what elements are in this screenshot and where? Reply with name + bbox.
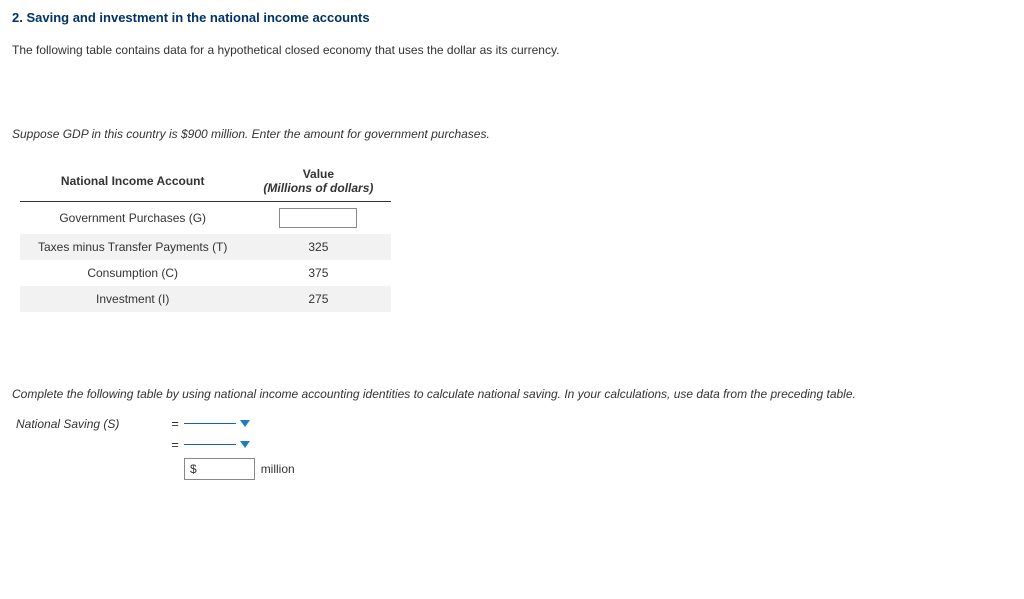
row-value-cell xyxy=(245,202,391,235)
chevron-down-icon xyxy=(240,441,250,448)
value-header-line1: Value xyxy=(263,167,373,181)
dropdown-line xyxy=(184,444,236,445)
national-saving-label: National Saving (S) xyxy=(16,417,166,431)
unit-label: million xyxy=(261,462,295,476)
row-label: Consumption (C) xyxy=(20,260,245,286)
table-row: Taxes minus Transfer Payments (T) 325 xyxy=(20,234,391,260)
currency-symbol: $ xyxy=(185,462,202,476)
income-accounts-table: National Income Account Value (Millions … xyxy=(20,161,391,312)
row-value: 275 xyxy=(245,286,391,312)
national-saving-row-2: = xyxy=(16,437,1012,452)
row-label: Taxes minus Transfer Payments (T) xyxy=(20,234,245,260)
row-label: Investment (I) xyxy=(20,286,245,312)
equals-sign: = xyxy=(166,416,184,431)
instruction-1: Suppose GDP in this country is $900 mill… xyxy=(12,127,1012,141)
table-row: Government Purchases (G) xyxy=(20,202,391,235)
national-saving-row-1: National Saving (S) = xyxy=(16,416,1012,431)
gov-purchases-input[interactable] xyxy=(279,208,357,228)
row-label: Government Purchases (G) xyxy=(20,202,245,235)
question-heading: 2. Saving and investment in the national… xyxy=(12,10,1012,25)
saving-amount-field: $ xyxy=(184,458,255,480)
row-value: 325 xyxy=(245,234,391,260)
table-row: Investment (I) 275 xyxy=(20,286,391,312)
table-header-value: Value (Millions of dollars) xyxy=(245,161,391,202)
national-saving-row-3: $ million xyxy=(16,458,1012,480)
value-header-line2: (Millions of dollars) xyxy=(263,181,373,195)
formula-dropdown-2[interactable] xyxy=(184,441,250,448)
equals-sign: = xyxy=(166,437,184,452)
chevron-down-icon xyxy=(240,420,250,427)
table-row: Consumption (C) 375 xyxy=(20,260,391,286)
saving-amount-input[interactable] xyxy=(202,459,254,479)
intro-text: The following table contains data for a … xyxy=(12,43,1012,57)
formula-dropdown-1[interactable] xyxy=(184,420,250,427)
dropdown-line xyxy=(184,423,236,424)
row-value: 375 xyxy=(245,260,391,286)
instruction-2: Complete the following table by using na… xyxy=(12,382,1012,406)
table-header-account: National Income Account xyxy=(20,161,245,202)
